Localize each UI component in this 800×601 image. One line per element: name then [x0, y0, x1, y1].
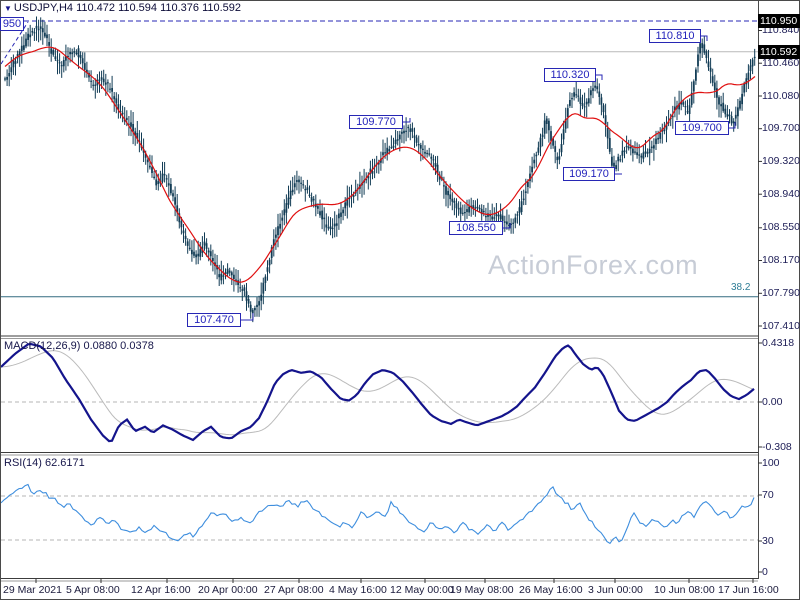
price-axis-label: 109.320	[762, 154, 800, 167]
indicator-axis-label: 30	[762, 534, 774, 547]
candlestick-bodies	[4, 25, 756, 314]
time-axis-label: 5 Apr 08:00	[66, 584, 120, 596]
macd-signal-line	[1, 350, 755, 436]
price-level-annotation: 108.550	[449, 221, 503, 235]
price-level-annotation: 950	[0, 17, 24, 31]
indicator-axis-label: -0.308	[762, 440, 792, 453]
ma-line	[4, 46, 756, 283]
time-axis-label: 10 Jun 08:00	[654, 584, 715, 596]
symbol-header: ▼ USDJPY,H4 110.472 110.594 110.376 110.5…	[4, 2, 241, 14]
price-level-annotation: 110.320	[544, 68, 596, 82]
time-axis-label: 4 May 16:00	[329, 584, 387, 596]
price-axis-label: 108.170	[762, 254, 800, 266]
time-axis-label: 12 May 00:00	[390, 584, 454, 596]
price-level-annotation: 109.170	[563, 167, 615, 181]
price-level-annotation: 109.770	[349, 115, 403, 129]
price-axis-label: 110.080	[762, 89, 800, 102]
indicator-axis-label: 70	[762, 488, 774, 501]
time-axis-label: 3 Jun 00:00	[588, 584, 643, 596]
time-axis-label: 20 Apr 00:00	[198, 584, 258, 596]
time-axis-label: 19 May 08:00	[450, 584, 514, 596]
price-axis-label: 108.550	[762, 221, 800, 234]
indicator-axis-label: 0	[762, 565, 768, 578]
price-level-annotation: 110.810	[649, 29, 701, 43]
fib-level-label: 38.2	[731, 282, 751, 293]
price-axis-label: 110.460	[762, 56, 800, 69]
indicator-axis-label: 0.4318	[762, 336, 795, 349]
rsi-line	[1, 483, 755, 545]
watermark: ActionForex.com	[488, 250, 699, 280]
symbol-dropdown-icon[interactable]: ▼	[4, 4, 12, 13]
macd-indicator-label: MACD(12,26,9) 0.0880 0.0378	[4, 340, 154, 352]
indicator-axis-label: 0.00	[762, 395, 783, 408]
price-axis-label: 107.790	[762, 286, 800, 299]
price-highlight-box: 110.592	[758, 45, 800, 59]
time-axis-label: 12 Apr 16:00	[131, 584, 191, 596]
price-highlight-box: 110.950	[758, 14, 800, 28]
time-axis-label: 29 Mar 2021	[3, 584, 62, 596]
symbol-ohlc-text: USDJPY,H4 110.472 110.594 110.376 110.59…	[13, 2, 242, 14]
price-axis-label: 108.940	[762, 187, 800, 200]
indicator-axis-label: 100	[762, 456, 780, 469]
macd-line	[1, 342, 755, 443]
price-axis-label: 107.410	[762, 319, 800, 332]
price-axis-label: 109.700	[762, 122, 800, 135]
price-level-annotation: 107.470	[187, 313, 241, 327]
time-axis-label: 26 May 16:00	[519, 584, 583, 596]
price-level-annotation: 109.700	[675, 121, 729, 135]
time-axis-label: 17 Jun 16:00	[718, 584, 779, 596]
time-axis-label: 27 Apr 08:00	[264, 584, 324, 596]
rsi-indicator-label: RSI(14) 62.6171	[4, 457, 85, 469]
